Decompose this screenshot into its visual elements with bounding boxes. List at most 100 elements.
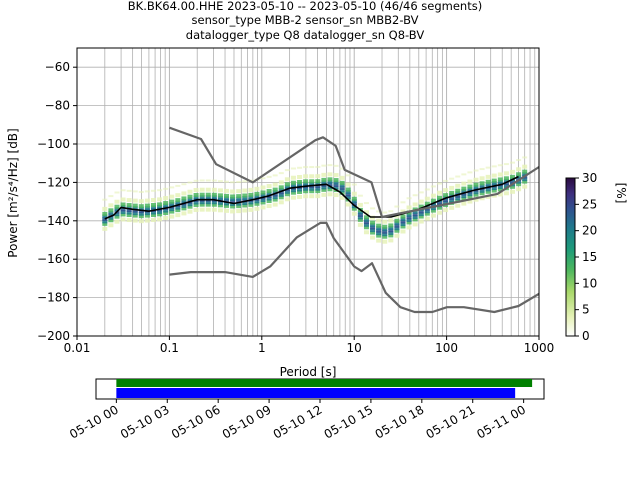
density-cell <box>333 164 339 167</box>
density-cell <box>443 200 449 205</box>
density-cell <box>510 169 516 174</box>
x-tick-label: 0.1 <box>160 341 179 355</box>
density-cell <box>467 187 473 192</box>
density-cell <box>449 193 455 198</box>
density-cell <box>455 183 461 188</box>
density-cell <box>357 210 363 215</box>
density-cell <box>120 189 126 192</box>
density-cell <box>205 195 211 200</box>
density-cell <box>278 195 284 200</box>
density-cell <box>321 164 327 167</box>
density-cell <box>303 174 309 179</box>
density-cell <box>339 175 345 180</box>
density-cell <box>138 211 144 216</box>
density-cell <box>193 179 199 182</box>
density-cell <box>205 192 211 197</box>
density-cell <box>503 183 509 188</box>
y-axis-label: Power [m²/s⁴/Hz] [dB] <box>6 128 20 257</box>
density-cell <box>510 161 516 164</box>
density-cell <box>418 219 424 224</box>
density-cell <box>333 178 339 183</box>
density-cell <box>175 200 181 205</box>
density-cell <box>272 190 278 195</box>
density-cell <box>266 204 272 209</box>
density-cell <box>248 200 254 205</box>
density-cell <box>230 199 236 204</box>
density-cell <box>400 219 406 224</box>
density-cell <box>199 192 205 197</box>
density-cell <box>333 183 339 188</box>
density-cell <box>309 181 315 186</box>
density-cell <box>400 222 406 227</box>
density-cell <box>491 186 497 191</box>
density-cell <box>126 205 132 210</box>
density-cell <box>315 186 321 191</box>
title-line-1: BK.BK64.00.HHE 2023-05-10 -- 2023-05-10 … <box>128 0 482 13</box>
density-cell <box>102 198 108 201</box>
y-tick-label: −180 <box>37 291 70 305</box>
density-cell <box>345 192 351 197</box>
density-cell <box>205 200 211 205</box>
series-line <box>169 126 539 219</box>
density-cell <box>485 174 491 179</box>
density-cell <box>315 165 321 168</box>
density-cell <box>260 177 266 180</box>
density-cell <box>376 228 382 233</box>
density-cell <box>230 194 236 199</box>
density-cell <box>217 200 223 205</box>
density-cell <box>157 209 163 214</box>
density-cell <box>132 211 138 216</box>
density-cell <box>321 172 327 177</box>
density-cell <box>217 193 223 198</box>
density-cell <box>284 192 290 197</box>
density-cell <box>412 214 418 219</box>
density-cell <box>108 215 114 220</box>
density-cell <box>497 184 503 189</box>
density-cell <box>266 199 272 204</box>
density-cell <box>357 217 363 222</box>
density-cell <box>430 213 436 218</box>
density-cell <box>436 205 442 210</box>
density-cell <box>205 179 211 182</box>
density-cell <box>163 203 169 208</box>
density-cell <box>473 185 479 190</box>
density-cell <box>108 213 114 218</box>
density-cell <box>406 205 412 210</box>
density-cell <box>278 185 284 190</box>
density-cell <box>193 200 199 205</box>
density-cell <box>497 172 503 177</box>
density-cell <box>163 187 169 190</box>
density-cell <box>144 203 150 208</box>
density-cell <box>254 191 260 196</box>
density-cell <box>473 182 479 187</box>
density-cell <box>272 174 278 177</box>
density-cell <box>479 196 485 201</box>
density-cell <box>516 179 522 184</box>
density-cell <box>157 202 163 207</box>
density-cell <box>187 204 193 209</box>
density-cell <box>108 208 114 213</box>
density-cell <box>242 180 248 183</box>
density-cell <box>114 199 120 204</box>
density-cell <box>309 189 315 194</box>
density-cell <box>406 215 412 220</box>
density-cell <box>144 198 150 203</box>
density-cell <box>412 222 418 227</box>
colorbar-tick-label: 5 <box>582 303 590 317</box>
density-cell <box>181 198 187 203</box>
density-cell <box>467 194 473 199</box>
density-cell <box>144 211 150 216</box>
density-cell <box>345 182 351 187</box>
density-cell <box>497 177 503 182</box>
density-cell <box>108 210 114 215</box>
density-cell <box>449 177 455 180</box>
density-cell <box>114 219 120 224</box>
density-cell <box>303 181 309 186</box>
timeline-tick-label: 05-11 00 <box>474 402 528 441</box>
density-cell <box>503 176 509 181</box>
density-cell <box>102 206 108 211</box>
density-cell <box>473 177 479 182</box>
density-cell <box>461 201 467 206</box>
density-cell <box>114 207 120 212</box>
density-cell <box>485 182 491 187</box>
